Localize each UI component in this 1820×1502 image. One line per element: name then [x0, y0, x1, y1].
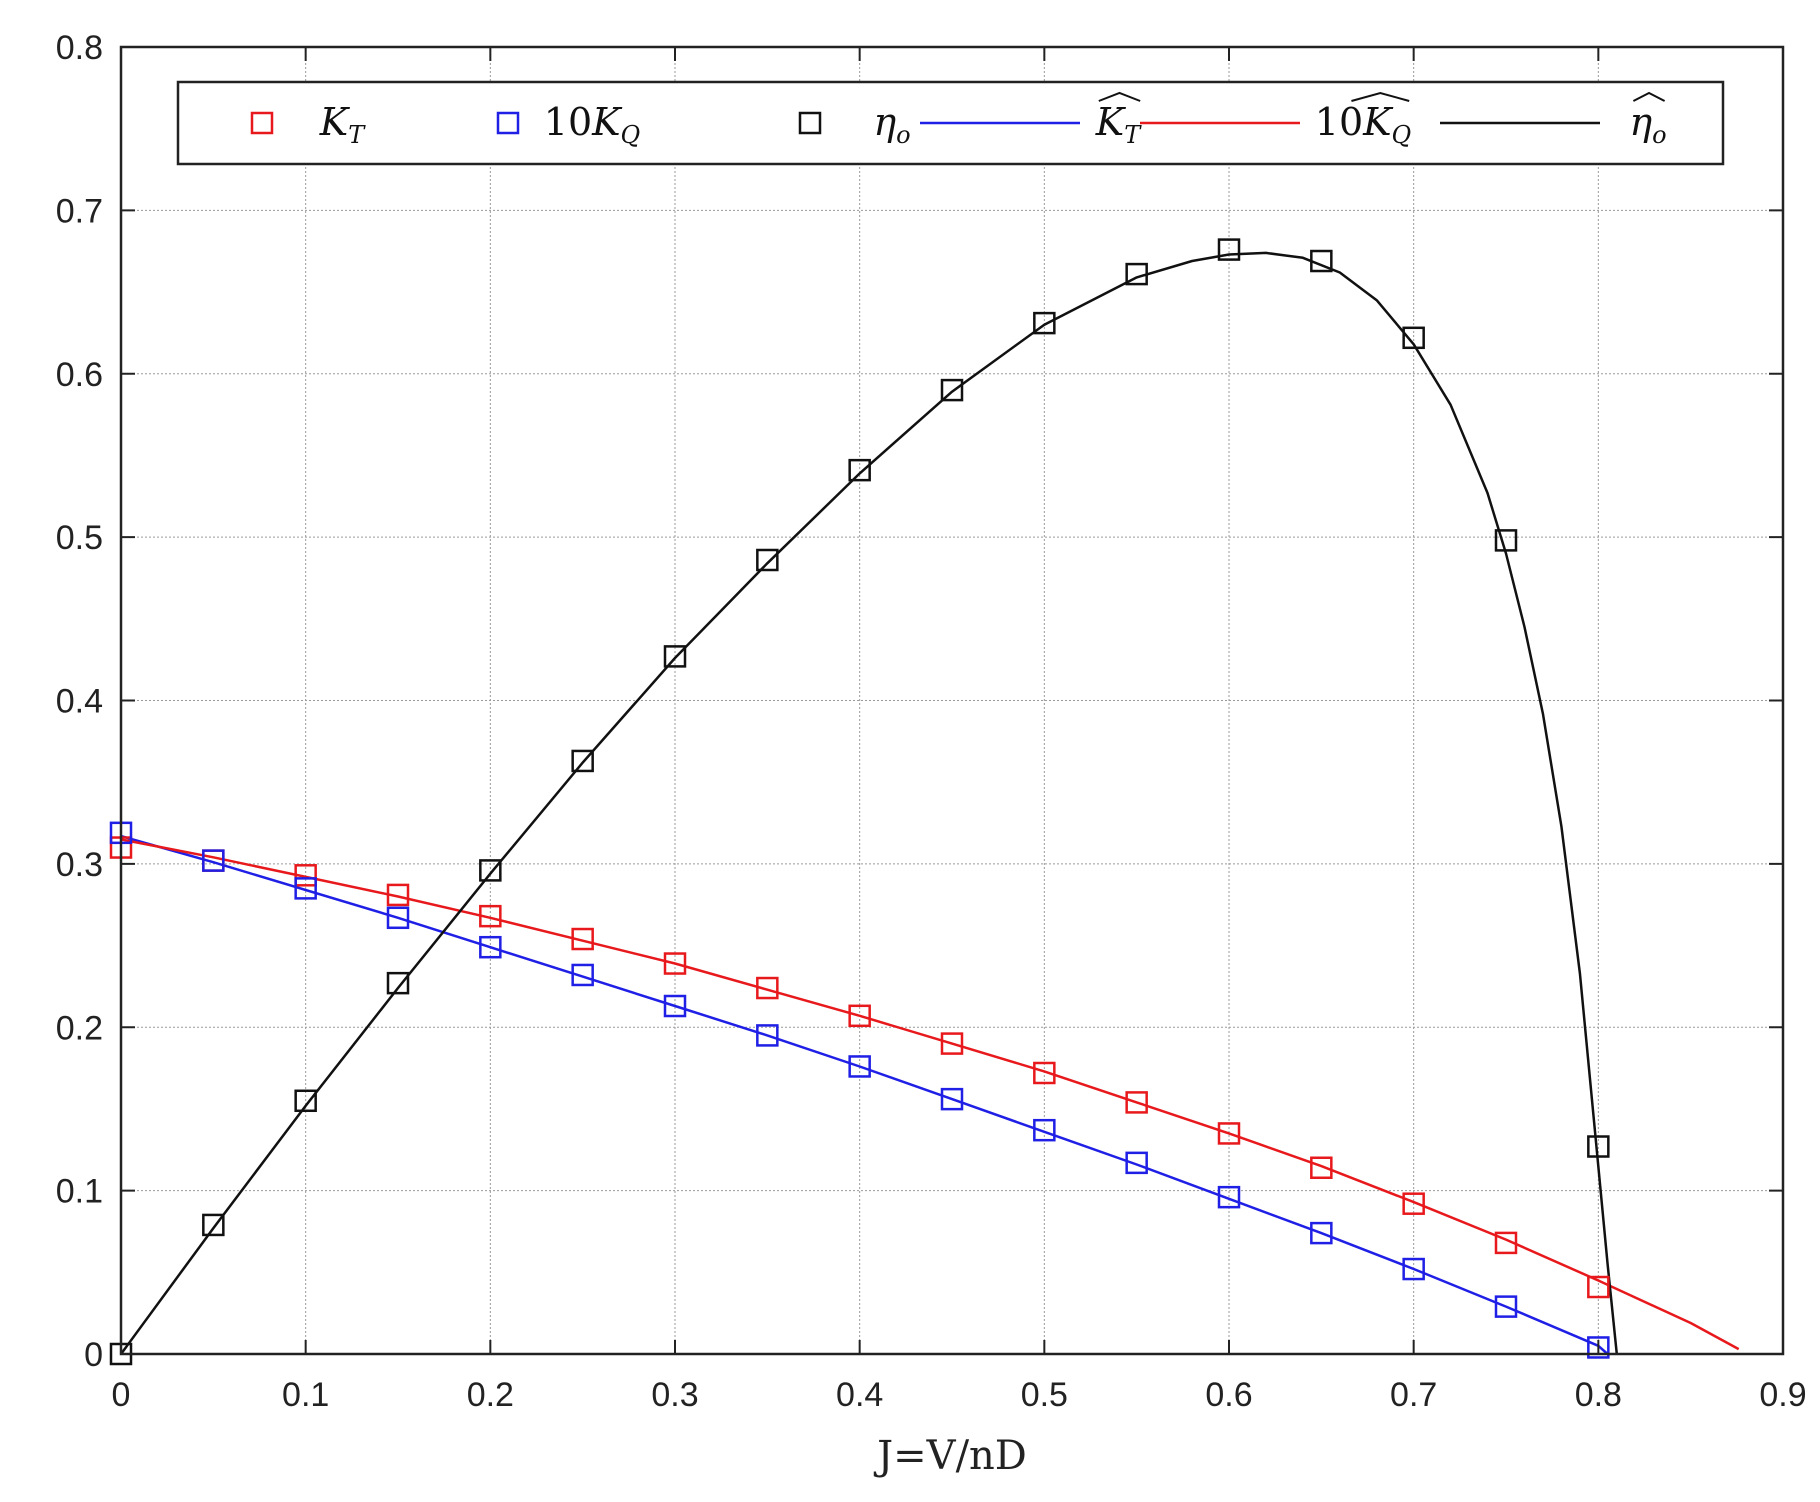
x-tick-label: 0.3 [651, 1376, 698, 1414]
x-tick-label: 0.8 [1575, 1376, 1622, 1414]
marker-series-2 [294, 877, 317, 900]
marker-series-2 [1125, 1151, 1148, 1175]
x-tick-label: 0.9 [1759, 1376, 1806, 1414]
legend: KT 10KQ ηo KT 10KQ ηo [176, 80, 1725, 166]
marker-series-1 [940, 1032, 964, 1055]
fit-curve-3 [119, 251, 1619, 1355]
marker-series-2 [663, 994, 687, 1018]
y-tick-label: 0.5 [56, 519, 103, 557]
y-tick-label: 0.4 [56, 683, 103, 721]
legend-label: KT [319, 100, 366, 149]
marker-series-2 [756, 1024, 779, 1047]
marker-series-3 [1494, 529, 1518, 552]
x-tick-label: 0.5 [1021, 1376, 1068, 1414]
marker-series-1 [571, 927, 594, 951]
x-tick-label: 0 [112, 1376, 131, 1414]
x-tick-label: 0.6 [1205, 1376, 1252, 1414]
legend-label: KT [1095, 100, 1142, 149]
marker-series-3 [1033, 311, 1056, 335]
marker-series-2 [1494, 1295, 1518, 1318]
legend-marker [798, 111, 822, 135]
x-tick-label: 0.2 [467, 1376, 514, 1414]
marker-series-1 [1033, 1061, 1056, 1085]
marker-series-1 [479, 904, 502, 928]
x-tick-label: 0.1 [282, 1376, 329, 1414]
y-tick-label: 0 [84, 1336, 103, 1374]
y-tick-label: 0.7 [56, 192, 103, 230]
tick-labels: 0 0.1 0.2 0.3 0.4 0.5 0.6 0.7 0.8 0.9 0 0.1 0.2 0.3 0.… [56, 29, 1807, 1414]
marker-series-2 [386, 906, 410, 930]
legend-label: 10KQ [544, 100, 640, 149]
y-tick-label: 0.2 [56, 1009, 103, 1047]
marker-series-3 [479, 859, 502, 882]
legend-hat [1632, 91, 1666, 102]
marker-series-3 [1217, 238, 1241, 261]
marker-series-3 [940, 378, 964, 402]
legend-marker [250, 111, 274, 135]
marker-series-2 [479, 935, 502, 959]
marker-series-1 [1217, 1122, 1241, 1145]
marker-series-3 [294, 1089, 317, 1113]
marker-series-2 [940, 1087, 964, 1111]
marker-series-3 [1310, 249, 1333, 273]
axis-ticks [120, 46, 1784, 1355]
x-tick-label: 0.4 [836, 1376, 883, 1414]
marker-series-1 [1587, 1275, 1610, 1299]
marker-series-2 [1310, 1221, 1333, 1245]
fit-curve-1 [120, 834, 1609, 1355]
marker-series-1 [294, 864, 317, 887]
y-tick-label: 0.8 [56, 29, 103, 67]
data-markers [109, 238, 1610, 1366]
legend-label: ηo [873, 100, 910, 149]
grid [121, 47, 1783, 1354]
marker-series-3 [1587, 1135, 1610, 1158]
legend-marker [496, 111, 520, 135]
legend-label: 10KQ [1315, 100, 1411, 149]
x-tick-label: 0.7 [1390, 1376, 1437, 1414]
y-tick-label: 0.6 [56, 356, 103, 394]
marker-series-2 [848, 1055, 871, 1078]
marker-series-1 [848, 1004, 871, 1028]
marker-series-3 [571, 749, 594, 773]
y-tick-label: 0.3 [56, 846, 103, 884]
fit-curve-2 [120, 838, 1740, 1351]
legend-hat [1098, 91, 1141, 102]
marker-series-2 [1217, 1185, 1241, 1209]
marker-series-3 [1125, 262, 1148, 286]
y-tick-label: 0.1 [56, 1173, 103, 1211]
marker-series-1 [1494, 1231, 1518, 1255]
legend-label: ηo [1629, 100, 1666, 149]
marker-series-1 [663, 952, 687, 975]
marker-series-2 [1402, 1257, 1425, 1281]
marker-series-2 [1033, 1118, 1056, 1142]
marker-series-1 [1310, 1156, 1333, 1180]
marker-series-2 [202, 849, 225, 872]
marker-series-3 [848, 458, 871, 482]
marker-series-1 [1125, 1091, 1148, 1114]
marker-series-3 [386, 971, 410, 995]
marker-series-3 [756, 548, 779, 572]
marker-series-1 [756, 976, 779, 1000]
legend-hat [1351, 91, 1410, 102]
marker-series-3 [1402, 326, 1425, 350]
fitted-curves [119, 251, 1740, 1355]
x-axis-label: J=V/nD [873, 1433, 1027, 1479]
marker-series-3 [202, 1213, 225, 1237]
marker-series-2 [1587, 1336, 1610, 1359]
marker-series-1 [1402, 1192, 1425, 1215]
marker-series-3 [663, 645, 687, 668]
marker-series-1 [386, 883, 410, 907]
marker-series-2 [571, 963, 594, 987]
